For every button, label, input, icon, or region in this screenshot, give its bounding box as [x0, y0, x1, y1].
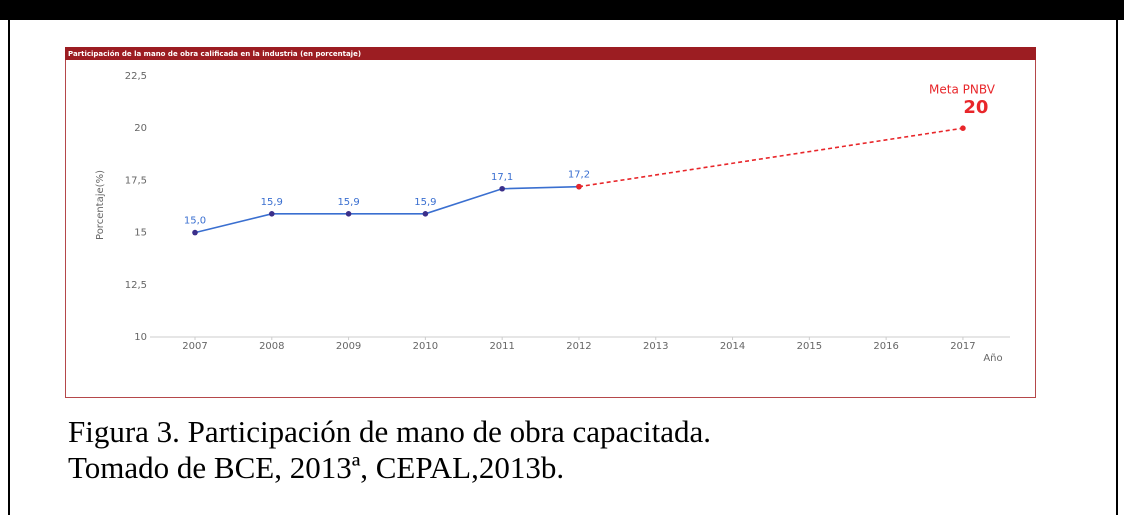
series-line — [194, 185, 579, 234]
x-tick-label: 2013 — [643, 341, 668, 352]
x-tick-label: 2014 — [720, 341, 745, 352]
y-tick-label: 20 — [134, 123, 147, 134]
data-label: 15,0 — [184, 216, 206, 227]
x-tick-label: 2007 — [182, 341, 207, 352]
x-tick-label: 2017 — [950, 341, 975, 352]
point — [192, 229, 198, 236]
point — [499, 185, 505, 192]
data-label: 20 — [963, 97, 988, 118]
point — [268, 211, 275, 217]
chart-title: Participación de la mano de obra calific… — [68, 50, 361, 58]
y-axis-label: Porcentaje(%) — [95, 170, 106, 240]
point — [960, 125, 966, 131]
right-border — [1116, 20, 1118, 515]
series-line — [578, 127, 964, 188]
x-tick-label: 2009 — [336, 341, 361, 352]
chart-frame — [65, 47, 1036, 398]
y-tick-label: 17,5 — [125, 175, 147, 186]
data-label: 15,9 — [414, 197, 436, 208]
point — [576, 183, 582, 190]
point — [422, 211, 429, 217]
x-tick-label: 2010 — [413, 341, 438, 352]
x-tick-label: 2012 — [566, 341, 591, 352]
x-tick-label: 2016 — [873, 341, 898, 352]
title-bar — [65, 47, 1036, 60]
caption-line: Figura 3. Participación de mano de obra … — [68, 414, 711, 449]
caption-line: Tomado de BCE, 2013ª, CEPAL,2013b. — [68, 450, 564, 485]
annotation: Meta PNBV — [929, 83, 996, 97]
data-label: 15,9 — [261, 197, 283, 208]
y-tick-label: 22,5 — [125, 71, 147, 82]
y-tick-label: 10 — [134, 332, 147, 343]
data-label: 17,2 — [568, 170, 590, 181]
top-bar — [0, 0, 1124, 20]
x-tick-label: 2015 — [797, 341, 822, 352]
left-border — [8, 20, 10, 515]
y-tick-label: 12,5 — [125, 280, 147, 291]
data-label: 15,9 — [337, 197, 359, 208]
x-axis-label: Año — [983, 353, 1002, 364]
point — [345, 211, 352, 217]
y-tick-label: 15 — [134, 228, 147, 239]
x-tick-label: 2011 — [489, 341, 514, 352]
data-label: 17,1 — [491, 172, 513, 183]
x-tick-label: 2008 — [259, 341, 284, 352]
